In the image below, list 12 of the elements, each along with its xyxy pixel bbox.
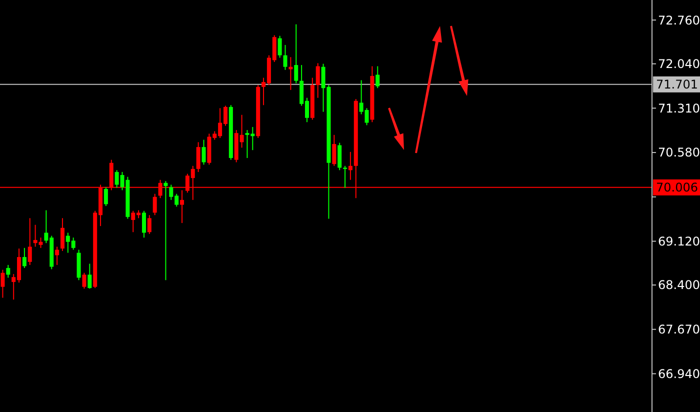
y-tick-label: 67.670: [658, 322, 700, 337]
y-tick-label: 72.760: [658, 13, 700, 28]
y-tick-label: 68.400: [658, 278, 700, 292]
candlestick: [343, 166, 348, 188]
y-tick-label: 69.120: [658, 234, 700, 248]
y-tick-label: 72.040: [658, 57, 700, 72]
candlestick: [164, 181, 168, 280]
y-tick-label: 70.580: [658, 146, 700, 160]
y-tick-label: 71.310: [658, 101, 700, 116]
ref-line-label: 71.701: [656, 78, 698, 92]
y-tick-label: 66.940: [658, 366, 700, 381]
ref-line-label: 70.006: [656, 180, 698, 195]
